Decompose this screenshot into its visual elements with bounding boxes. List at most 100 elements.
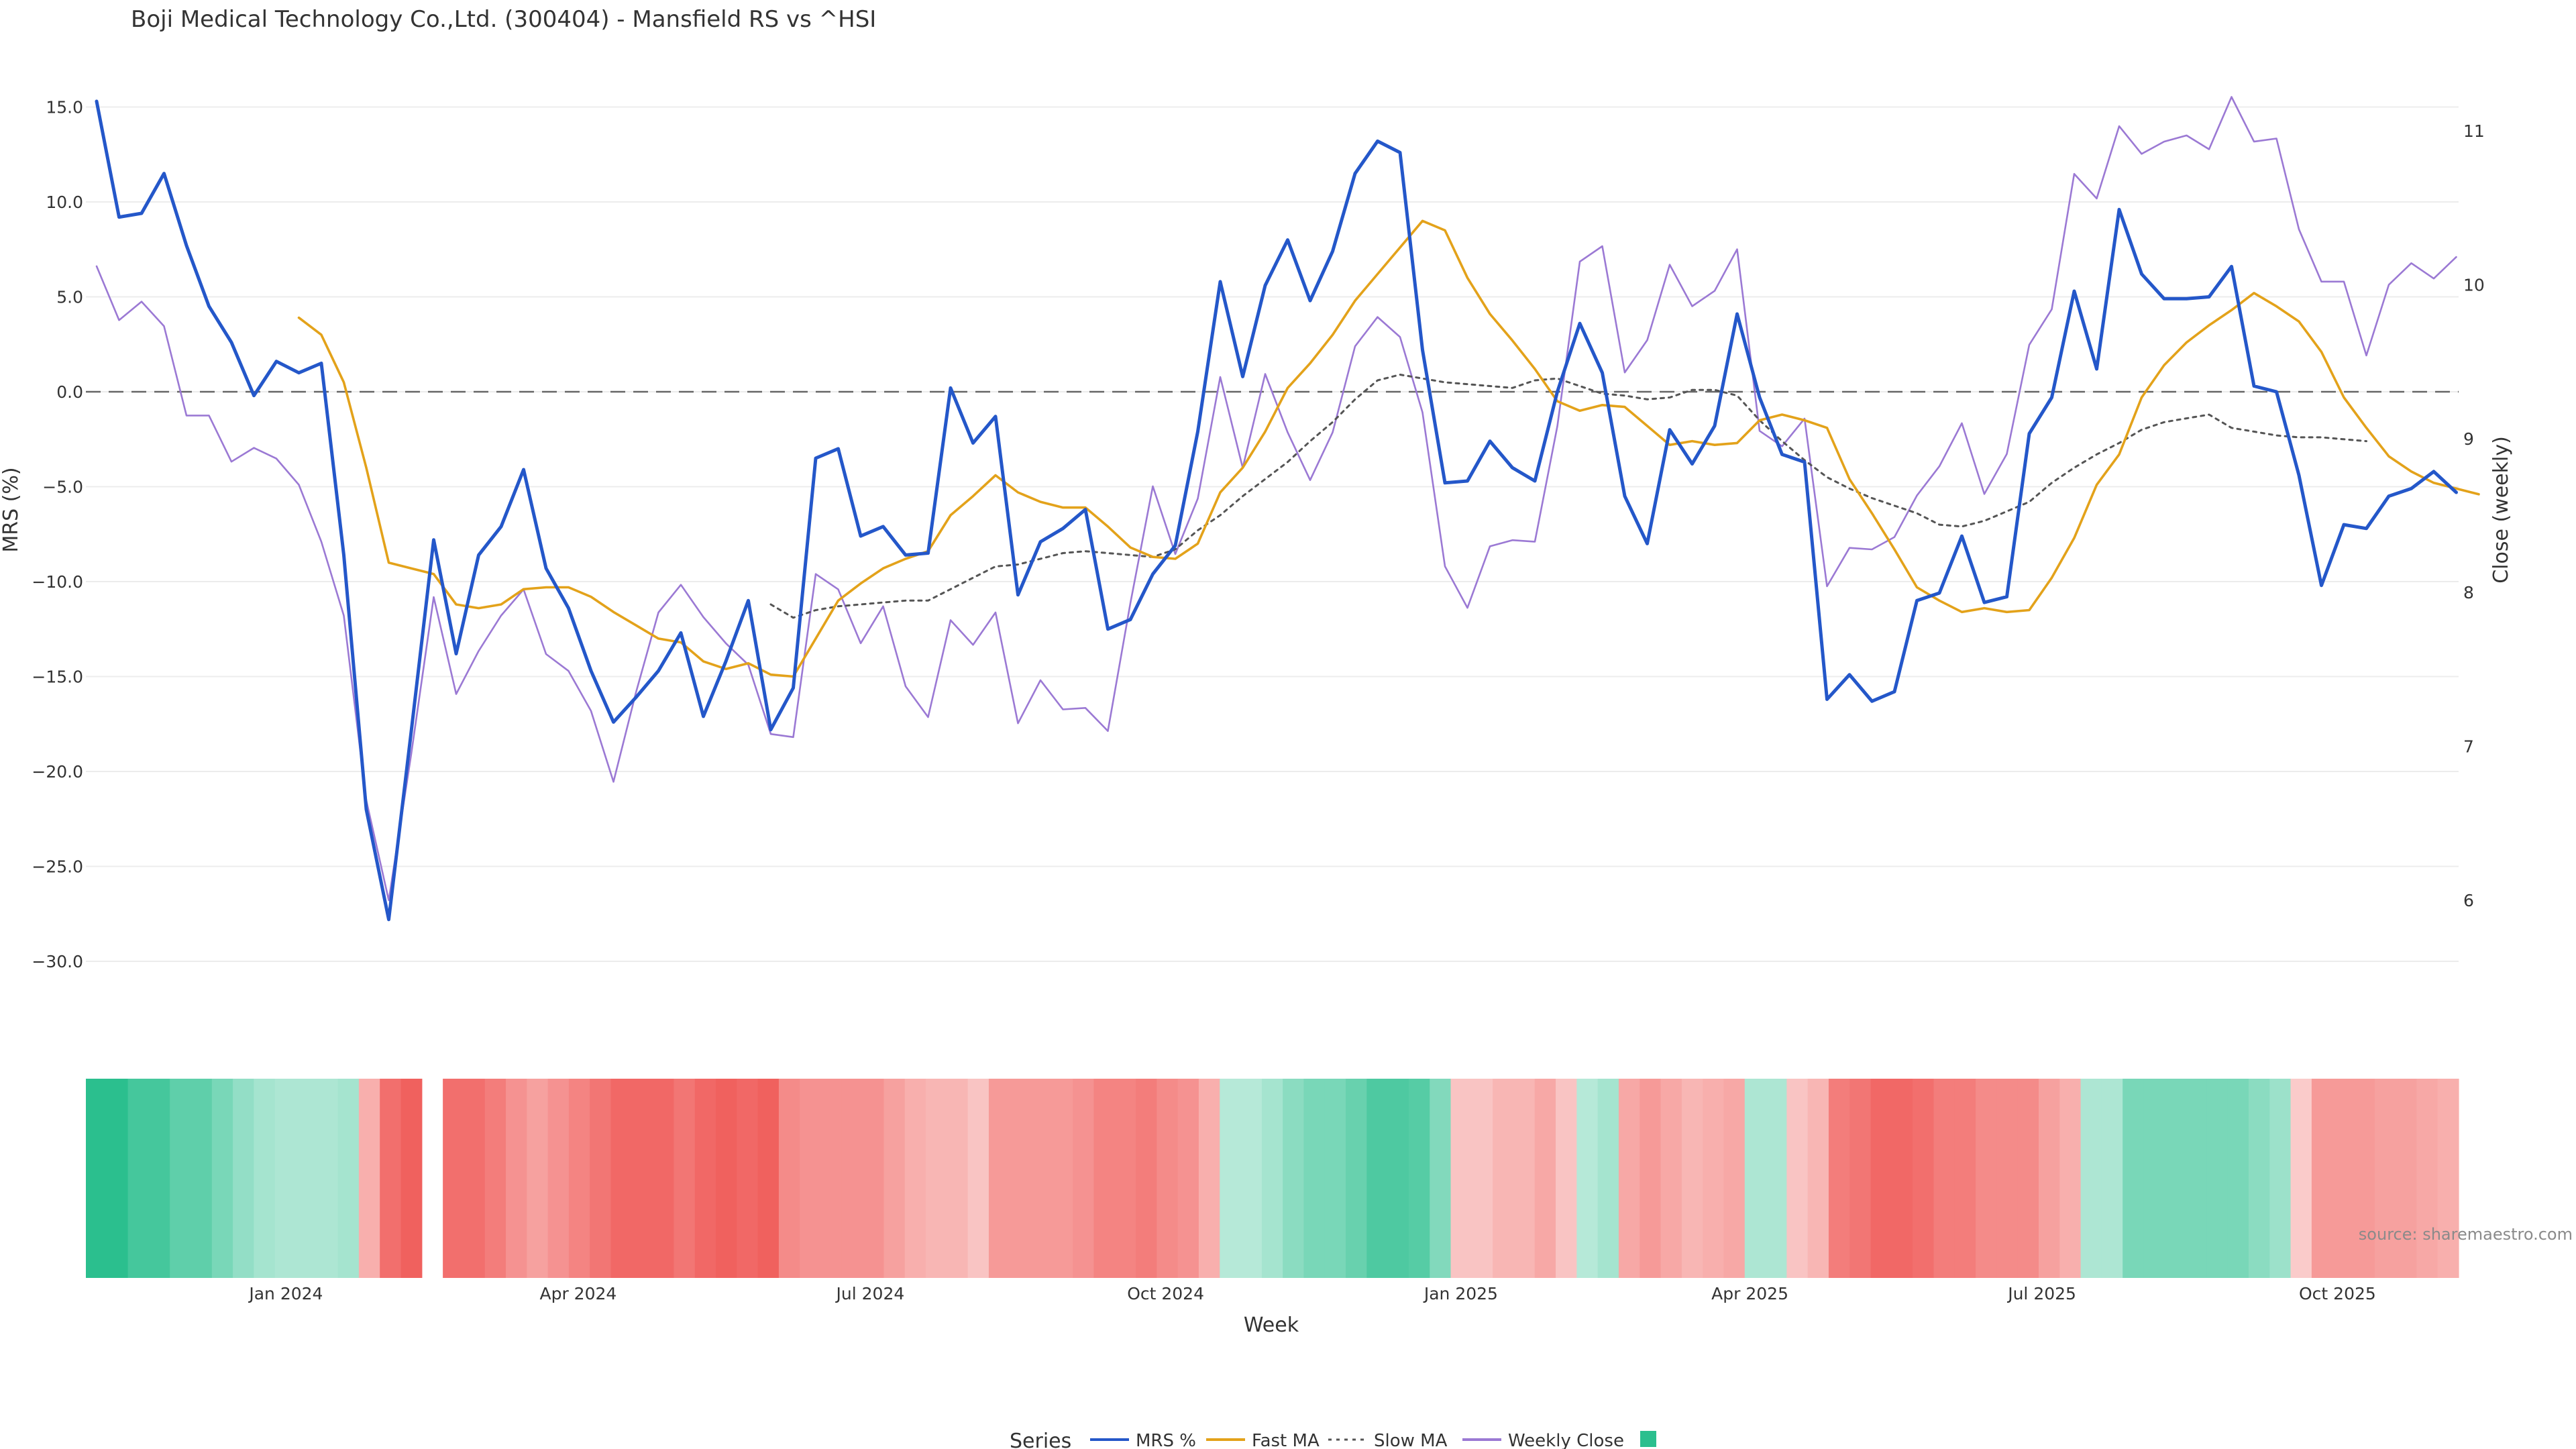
heatmap-cell [1534,1079,1556,1278]
legend-label: MRS % [1136,1431,1196,1449]
heatmap-cell [1220,1079,1242,1278]
heatmap-cell [2311,1079,2333,1278]
y2-tick-label: 8 [2463,583,2474,602]
y-tick-label: −5.0 [42,478,83,497]
legend-swatch [1640,1431,1656,1447]
y-tick-label: −10.0 [32,572,83,592]
heatmap-cell [254,1079,276,1278]
legend-title: Series [1010,1430,1071,1449]
heatmap-cell [653,1079,675,1278]
heatmap-cell [757,1079,780,1278]
y-axis-right: 11 10 9 8 7 6 [2463,121,2485,910]
heatmap-cell [778,1079,800,1278]
heatmap-cell [2374,1079,2396,1278]
heatmap-cell [317,1079,339,1278]
heatmap-cell [2416,1079,2438,1278]
heatmap-cell [1471,1079,1493,1278]
y2-tick-label: 6 [2463,891,2474,910]
legend-item: MRS % [1090,1431,1196,1449]
heatmap-cell [86,1079,107,1278]
heatmap-cell [1786,1079,1809,1278]
heatmap-cell [863,1079,885,1278]
heatmap-cell [464,1079,486,1278]
legend: Series MRS % Fast MA Slow MA Weekly Close [1010,1430,1656,1449]
heatmap-cell [1177,1079,1199,1278]
heatmap-cell [2017,1079,2039,1278]
heatmap-cell [1556,1079,1577,1278]
heatmap-cell [1807,1079,1829,1278]
heatmap-cell [1976,1079,1997,1278]
heatmap-cell [337,1079,360,1278]
heatmap-cell [274,1079,297,1278]
heatmap-cell [1996,1079,2019,1278]
heatmap-cell [1387,1079,1409,1278]
heatmap-cell [1723,1079,1746,1278]
heatmap-cell [883,1079,906,1278]
legend-item: Fast MA [1206,1431,1320,1449]
x-tick-label: Jan 2024 [248,1284,323,1303]
heatmap-cell [1703,1079,1725,1278]
heatmap-cell [1114,1079,1136,1278]
heatmap-cell [1640,1079,1662,1278]
source-label: source: sharemaestro.com [2359,1225,2573,1244]
legend-label: Weekly Close [1508,1431,1624,1449]
y-tick-label: −15.0 [32,667,83,687]
x-axis-label: Week [1244,1313,1299,1337]
y-axis-left: 15.0 10.0 5.0 0.0 −5.0 −10.0 −15.0 −20.0 −25.0 −3… [32,98,83,972]
y-tick-label: 5.0 [56,288,83,307]
x-tick-label: Apr 2024 [539,1284,616,1303]
heatmap-cell [737,1079,759,1278]
heatmap-cell [1870,1079,1892,1278]
heatmap-cell [1157,1079,1179,1278]
heatmap-cell [1766,1079,1787,1278]
heatmap-cell [967,1079,989,1278]
legend-item [1640,1431,1656,1447]
y-tick-label: 15.0 [46,98,83,117]
heatmap-cell [820,1079,843,1278]
heatmap-cell [358,1079,380,1278]
heatmap-cell [2143,1079,2165,1278]
heatmap-cell [484,1079,506,1278]
heatmap-cell [1618,1079,1640,1278]
heatmap-cell [1240,1079,1263,1278]
heatmap-cell [1010,1079,1032,1278]
heatmap-cell [443,1079,465,1278]
heatmap-cell [170,1079,192,1278]
heatmap-cell [2123,1079,2145,1278]
heatmap-cell [2101,1079,2123,1278]
heatmap-cell [2186,1079,2207,1278]
heatmap-cell [1198,1079,1220,1278]
heatmap-cell [1513,1079,1536,1278]
heatmap-cell [1933,1079,1955,1278]
heatmap-cell [2353,1079,2375,1278]
x-tick-label: Apr 2025 [1711,1284,1788,1303]
heatmap-cell [2396,1079,2417,1278]
heatmap-cell [1136,1079,1157,1278]
x-tick-label: Jul 2025 [2006,1284,2076,1303]
heatmap-cell [1954,1079,1976,1278]
heatmap-cell [590,1079,612,1278]
heatmap-cell [527,1079,549,1278]
heatmap-cell [1051,1079,1073,1278]
x-tick-label: Jul 2024 [835,1284,905,1303]
heatmap-cell [1891,1079,1913,1278]
heatmap-cell [2332,1079,2355,1278]
heatmap-cell [1303,1079,1326,1278]
y-tick-label: 0.0 [56,382,83,402]
heatmap-cell [2269,1079,2292,1278]
heatmap-cell [1366,1079,1389,1278]
heatmap-cell [1430,1079,1452,1278]
y-tick-label: −25.0 [32,857,83,877]
heatmap-cell [1744,1079,1766,1278]
series-line-slow-ma [769,374,2367,619]
y2-tick-label: 7 [2463,737,2474,757]
heatmap-cell [127,1079,150,1278]
heatmap-cell [1913,1079,1935,1278]
x-tick-label: Jan 2025 [1423,1284,1498,1303]
heatmap-cell [2227,1079,2249,1278]
heatmap-cell [2080,1079,2102,1278]
heatmap-cell [1681,1079,1703,1278]
heatmap-cell [191,1079,213,1278]
y-tick-label: −30.0 [32,952,83,971]
